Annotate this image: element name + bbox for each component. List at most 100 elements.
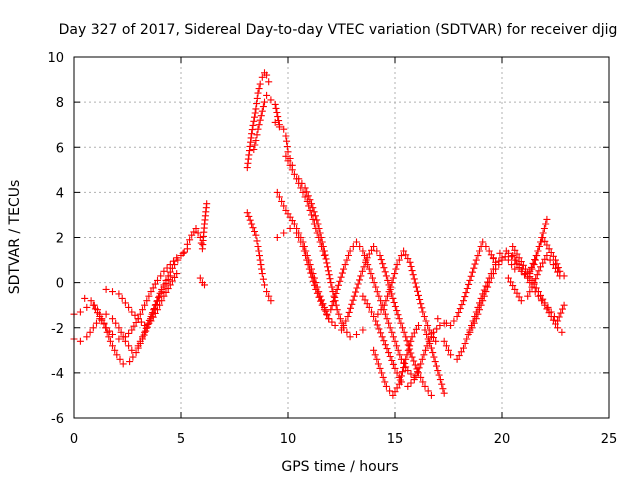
data-point: [543, 305, 551, 313]
data-point: [467, 272, 475, 280]
data-point: [168, 277, 176, 285]
data-point: [509, 252, 517, 259]
data-point: [484, 283, 492, 291]
data-point: [257, 261, 265, 269]
data-point: [310, 208, 318, 216]
data-point: [545, 245, 553, 253]
data-point: [522, 265, 529, 273]
data-point: [402, 333, 410, 341]
data-point: [370, 279, 378, 287]
data-point: [307, 269, 315, 277]
data-point: [407, 370, 415, 378]
data-point: [322, 255, 330, 263]
data-point: [560, 301, 568, 309]
data-point: [391, 270, 399, 278]
axis-ticks: [73, 56, 610, 419]
series-track-3: [81, 245, 191, 368]
data-point: [290, 170, 298, 178]
data-point: [393, 369, 401, 377]
data-point: [186, 236, 194, 244]
data-point: [385, 319, 393, 327]
data-point: [151, 310, 159, 317]
data-point: [341, 261, 349, 269]
data-point: [283, 137, 291, 145]
data-point: [367, 270, 375, 278]
data-point: [142, 327, 150, 335]
data-point: [250, 146, 258, 153]
data-point: [103, 328, 111, 336]
data-point: [253, 131, 261, 139]
data-point: [469, 268, 476, 276]
y-tick-label: 0: [56, 277, 64, 292]
data-point: [378, 369, 386, 377]
data-point: [436, 322, 444, 329]
data-point: [375, 292, 383, 300]
data-point: [502, 247, 510, 255]
data-point: [336, 315, 344, 323]
data-point: [397, 252, 405, 260]
data-point: [414, 287, 421, 295]
data-point: [324, 267, 332, 275]
data-point: [408, 353, 416, 361]
data-point: [544, 303, 552, 311]
data-point: [549, 252, 557, 260]
data-point: [300, 247, 308, 255]
data-point: [487, 274, 495, 282]
series-track-26: [526, 234, 568, 280]
series-track-15: [327, 238, 418, 381]
data-point: [89, 324, 97, 332]
data-point: [157, 272, 165, 280]
data-point: [401, 360, 409, 367]
data-point: [243, 164, 251, 172]
data-point: [134, 344, 142, 352]
series-track-9: [243, 209, 275, 305]
data-point: [180, 248, 188, 256]
data-point: [466, 328, 474, 336]
data-point: [368, 308, 375, 316]
data-point: [392, 265, 400, 273]
data-point: [555, 313, 563, 321]
data-point: [251, 228, 258, 235]
data-point: [376, 252, 384, 259]
data-point: [134, 315, 142, 323]
data-point: [350, 292, 358, 300]
data-point: [509, 243, 517, 250]
data-point: [370, 346, 378, 354]
data-point: [109, 288, 116, 296]
data-point: [420, 313, 428, 320]
data-point: [245, 151, 253, 159]
data-point: [552, 264, 559, 272]
series-track-11: [282, 152, 328, 259]
data-point: [382, 297, 390, 305]
data-point: [387, 283, 395, 291]
series-track-7: [243, 69, 273, 172]
data-point: [509, 282, 517, 290]
data-point: [371, 351, 379, 359]
data-point: [87, 297, 95, 305]
data-point: [383, 315, 391, 323]
data-point: [113, 351, 121, 359]
data-point: [140, 331, 148, 339]
data-point: [129, 353, 137, 361]
y-tick-label: 4: [56, 186, 64, 201]
data-point: [498, 256, 506, 264]
data-point: [318, 301, 326, 309]
data-point: [377, 256, 385, 264]
data-point: [415, 364, 423, 372]
data-point: [531, 256, 539, 263]
data-point: [347, 304, 354, 312]
x-tick-labels: 0 5 10 15 20 25: [70, 432, 617, 447]
data-point: [304, 192, 312, 200]
data-point: [461, 293, 469, 301]
data-point: [370, 243, 378, 250]
data-point: [489, 254, 497, 262]
series-track-8: [250, 91, 283, 153]
data-point: [529, 259, 537, 267]
data-point: [254, 89, 262, 97]
data-point: [109, 315, 116, 323]
data-point: [479, 297, 487, 305]
data-point: [539, 295, 547, 303]
data-point: [395, 315, 403, 323]
data-point: [194, 229, 202, 237]
data-point: [402, 355, 410, 363]
